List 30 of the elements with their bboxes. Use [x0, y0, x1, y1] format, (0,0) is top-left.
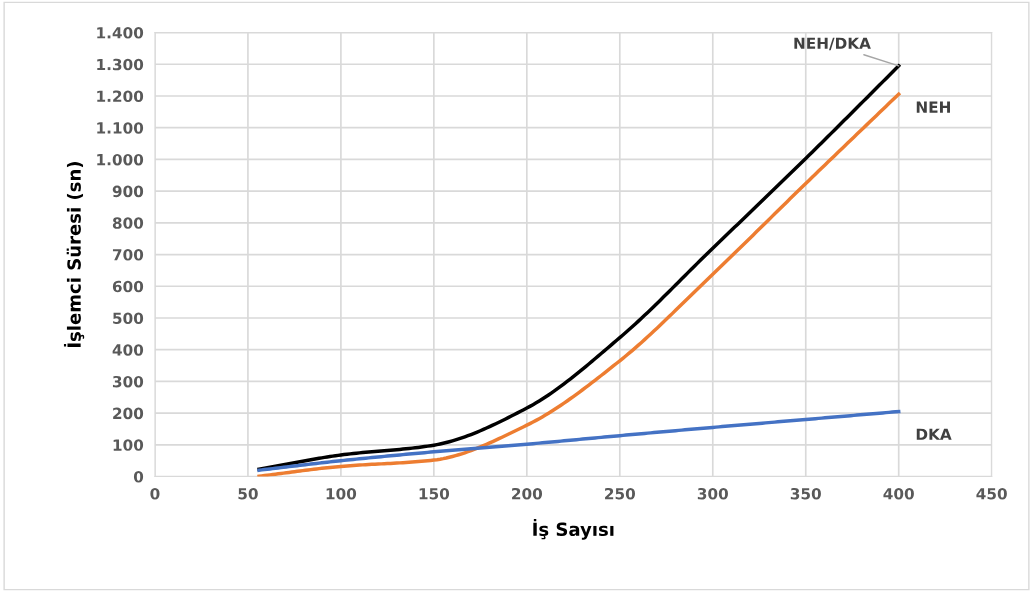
text: NEH/DKA	[794, 37, 871, 51]
x-tick-label: 300	[697, 487, 728, 500]
x-tick-label: 0	[150, 487, 160, 500]
y-tick-label: 500	[113, 312, 144, 325]
x-tick-label: 50	[238, 487, 258, 500]
x-tick-label: 250	[605, 487, 636, 500]
x-axis-title: İş Sayısı	[533, 519, 614, 540]
y-axis-title: İşlemci Süresi (sn)	[63, 162, 85, 348]
y-tick-label: 1.000	[97, 153, 144, 166]
y-tick-label: 900	[112, 185, 144, 198]
y-tick-label: 800	[112, 217, 144, 229]
y-tick-label: 200	[113, 407, 144, 420]
y-tick-label: 1.200	[97, 90, 144, 103]
y-tick-label: 300	[112, 375, 144, 388]
x-tick-label: 400	[883, 487, 914, 500]
y-tick-label: 600	[112, 280, 144, 293]
y-tick-label: 1.400	[97, 27, 144, 39]
y-tick-label: 400	[112, 344, 144, 356]
y-tick-label: 1.100	[97, 122, 144, 134]
series-label: DKA	[916, 428, 952, 440]
x-tick-label: 100	[326, 487, 357, 500]
y-tick-label: 0	[133, 471, 144, 483]
x-tick-label: 350	[790, 487, 821, 500]
y-tick-label: 1.300	[97, 58, 144, 71]
y-tick-label: 700	[112, 249, 144, 261]
x-tick-label: 150	[419, 487, 450, 500]
y-tick-label: 100	[113, 439, 144, 451]
x-tick-label: 200	[512, 487, 543, 500]
x-tick-label: 450	[976, 487, 1007, 500]
series-label: NEH	[916, 101, 950, 113]
